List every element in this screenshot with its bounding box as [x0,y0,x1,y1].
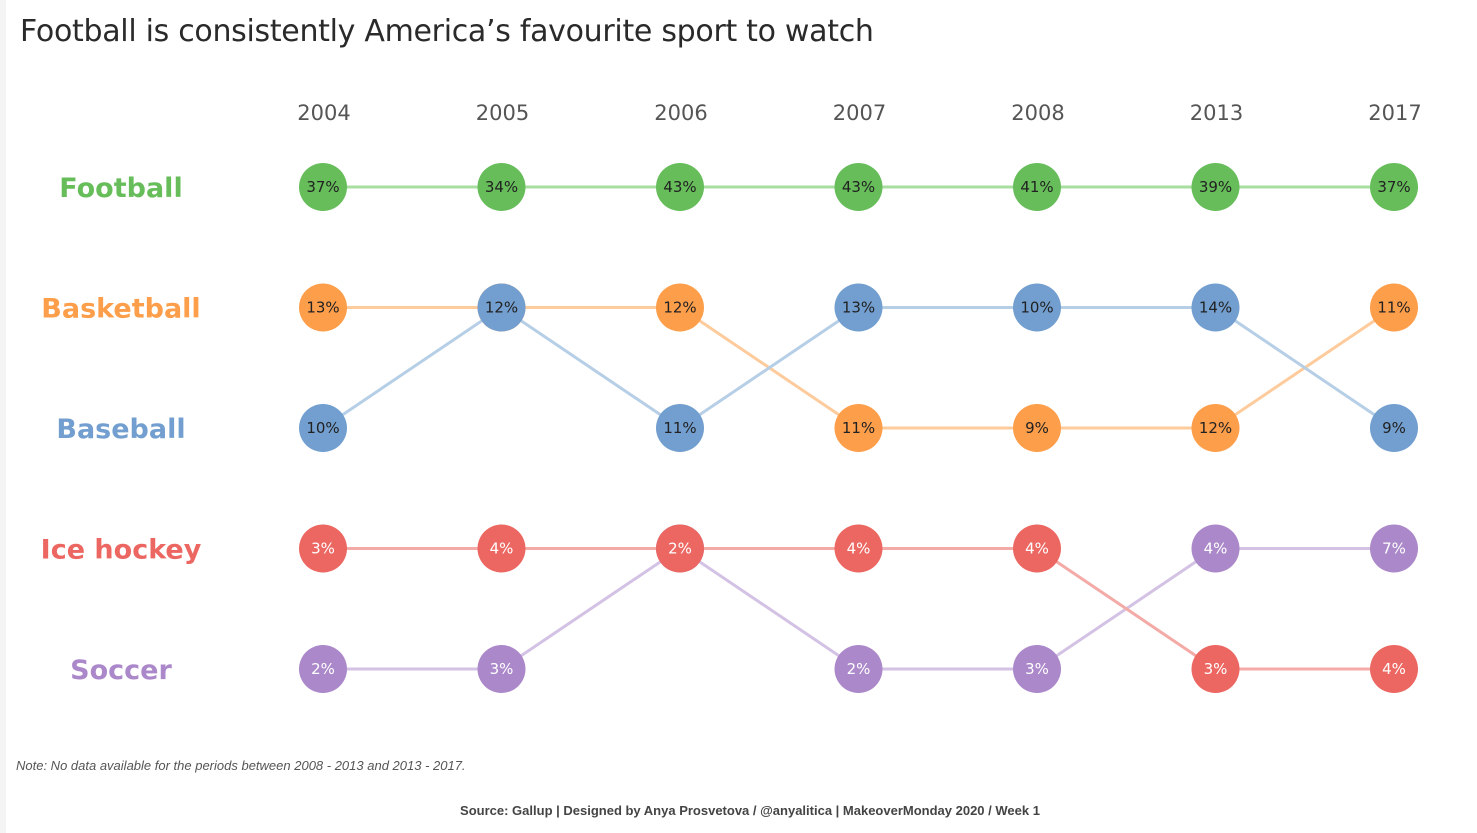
data-label: 12% [485,299,518,317]
data-point [1013,524,1061,573]
data-label: 39% [1199,178,1232,196]
rank-label: Baseball [56,414,185,445]
data-label: 4% [490,540,514,558]
data-point [1013,404,1061,452]
data-point [299,163,347,211]
data-point [299,524,347,573]
rank-label: Basketball [41,294,200,325]
data-point [1370,645,1418,693]
x-tick-label: 2007 [833,101,886,125]
data-point [1191,524,1240,573]
rank-label: Football [59,173,182,204]
data-label: 2% [847,660,871,678]
data-label: 34% [485,178,518,196]
data-label: 43% [663,178,696,196]
data-label: 9% [1025,419,1049,437]
data-label: 12% [663,299,696,317]
data-point [834,404,883,452]
x-tick-label: 2017 [1368,101,1421,125]
data-point [834,283,883,332]
data-label: 12% [1199,419,1232,437]
left-edge [0,0,6,833]
rank-label: Ice hockey [41,535,202,566]
data-point [1191,163,1240,211]
data-point [477,645,526,693]
data-label: 4% [1025,540,1049,558]
data-label: 2% [311,660,335,678]
data-point [1370,283,1418,332]
data-label: 9% [1382,419,1406,437]
data-label: 11% [663,419,696,437]
data-point [656,524,704,573]
data-label: 10% [306,419,339,437]
data-label: 3% [1204,660,1228,678]
x-tick-label: 2005 [476,101,529,125]
data-label: 2% [668,540,692,558]
data-point [834,163,883,211]
data-point [1013,645,1061,693]
data-label: 7% [1382,540,1406,558]
chart-title: Football is consistently America’s favou… [20,14,874,49]
x-tick-label: 2008 [1011,101,1064,125]
data-label: 14% [1199,299,1232,317]
data-point [656,404,704,452]
data-point [656,163,704,211]
data-point [1191,404,1240,452]
x-tick-label: 2006 [654,101,707,125]
data-point [1191,645,1240,693]
data-label: 11% [842,419,875,437]
data-point [1370,524,1418,573]
data-label: 43% [842,178,875,196]
data-point [1370,163,1418,211]
data-label: 10% [1020,299,1053,317]
data-label: 13% [306,299,339,317]
data-label: 37% [1377,178,1410,196]
data-point [477,163,526,211]
data-point [1013,283,1061,332]
data-point [299,404,347,452]
data-point [656,283,704,332]
data-point [1013,163,1061,211]
data-label: 4% [847,540,871,558]
data-point [834,645,883,693]
x-tick-label: 2013 [1190,101,1243,125]
data-label: 41% [1020,178,1053,196]
data-point [1370,404,1418,452]
data-point [477,283,526,332]
data-label: 3% [311,540,335,558]
chart-note: Note: No data available for the periods … [16,758,466,773]
data-label: 3% [1025,660,1049,678]
data-label: 4% [1204,540,1228,558]
data-point [299,283,347,332]
data-label: 4% [1382,660,1406,678]
data-label: 11% [1377,299,1410,317]
data-point [477,524,526,573]
data-label: 13% [842,299,875,317]
data-point [834,524,883,573]
data-point [1191,283,1240,332]
rank-label: Soccer [70,655,172,686]
x-tick-label: 2004 [297,101,350,125]
data-point [299,645,347,693]
data-label: 3% [490,660,514,678]
data-label: 37% [306,178,339,196]
chart-source: Source: Gallup | Designed by Anya Prosve… [460,803,1040,818]
